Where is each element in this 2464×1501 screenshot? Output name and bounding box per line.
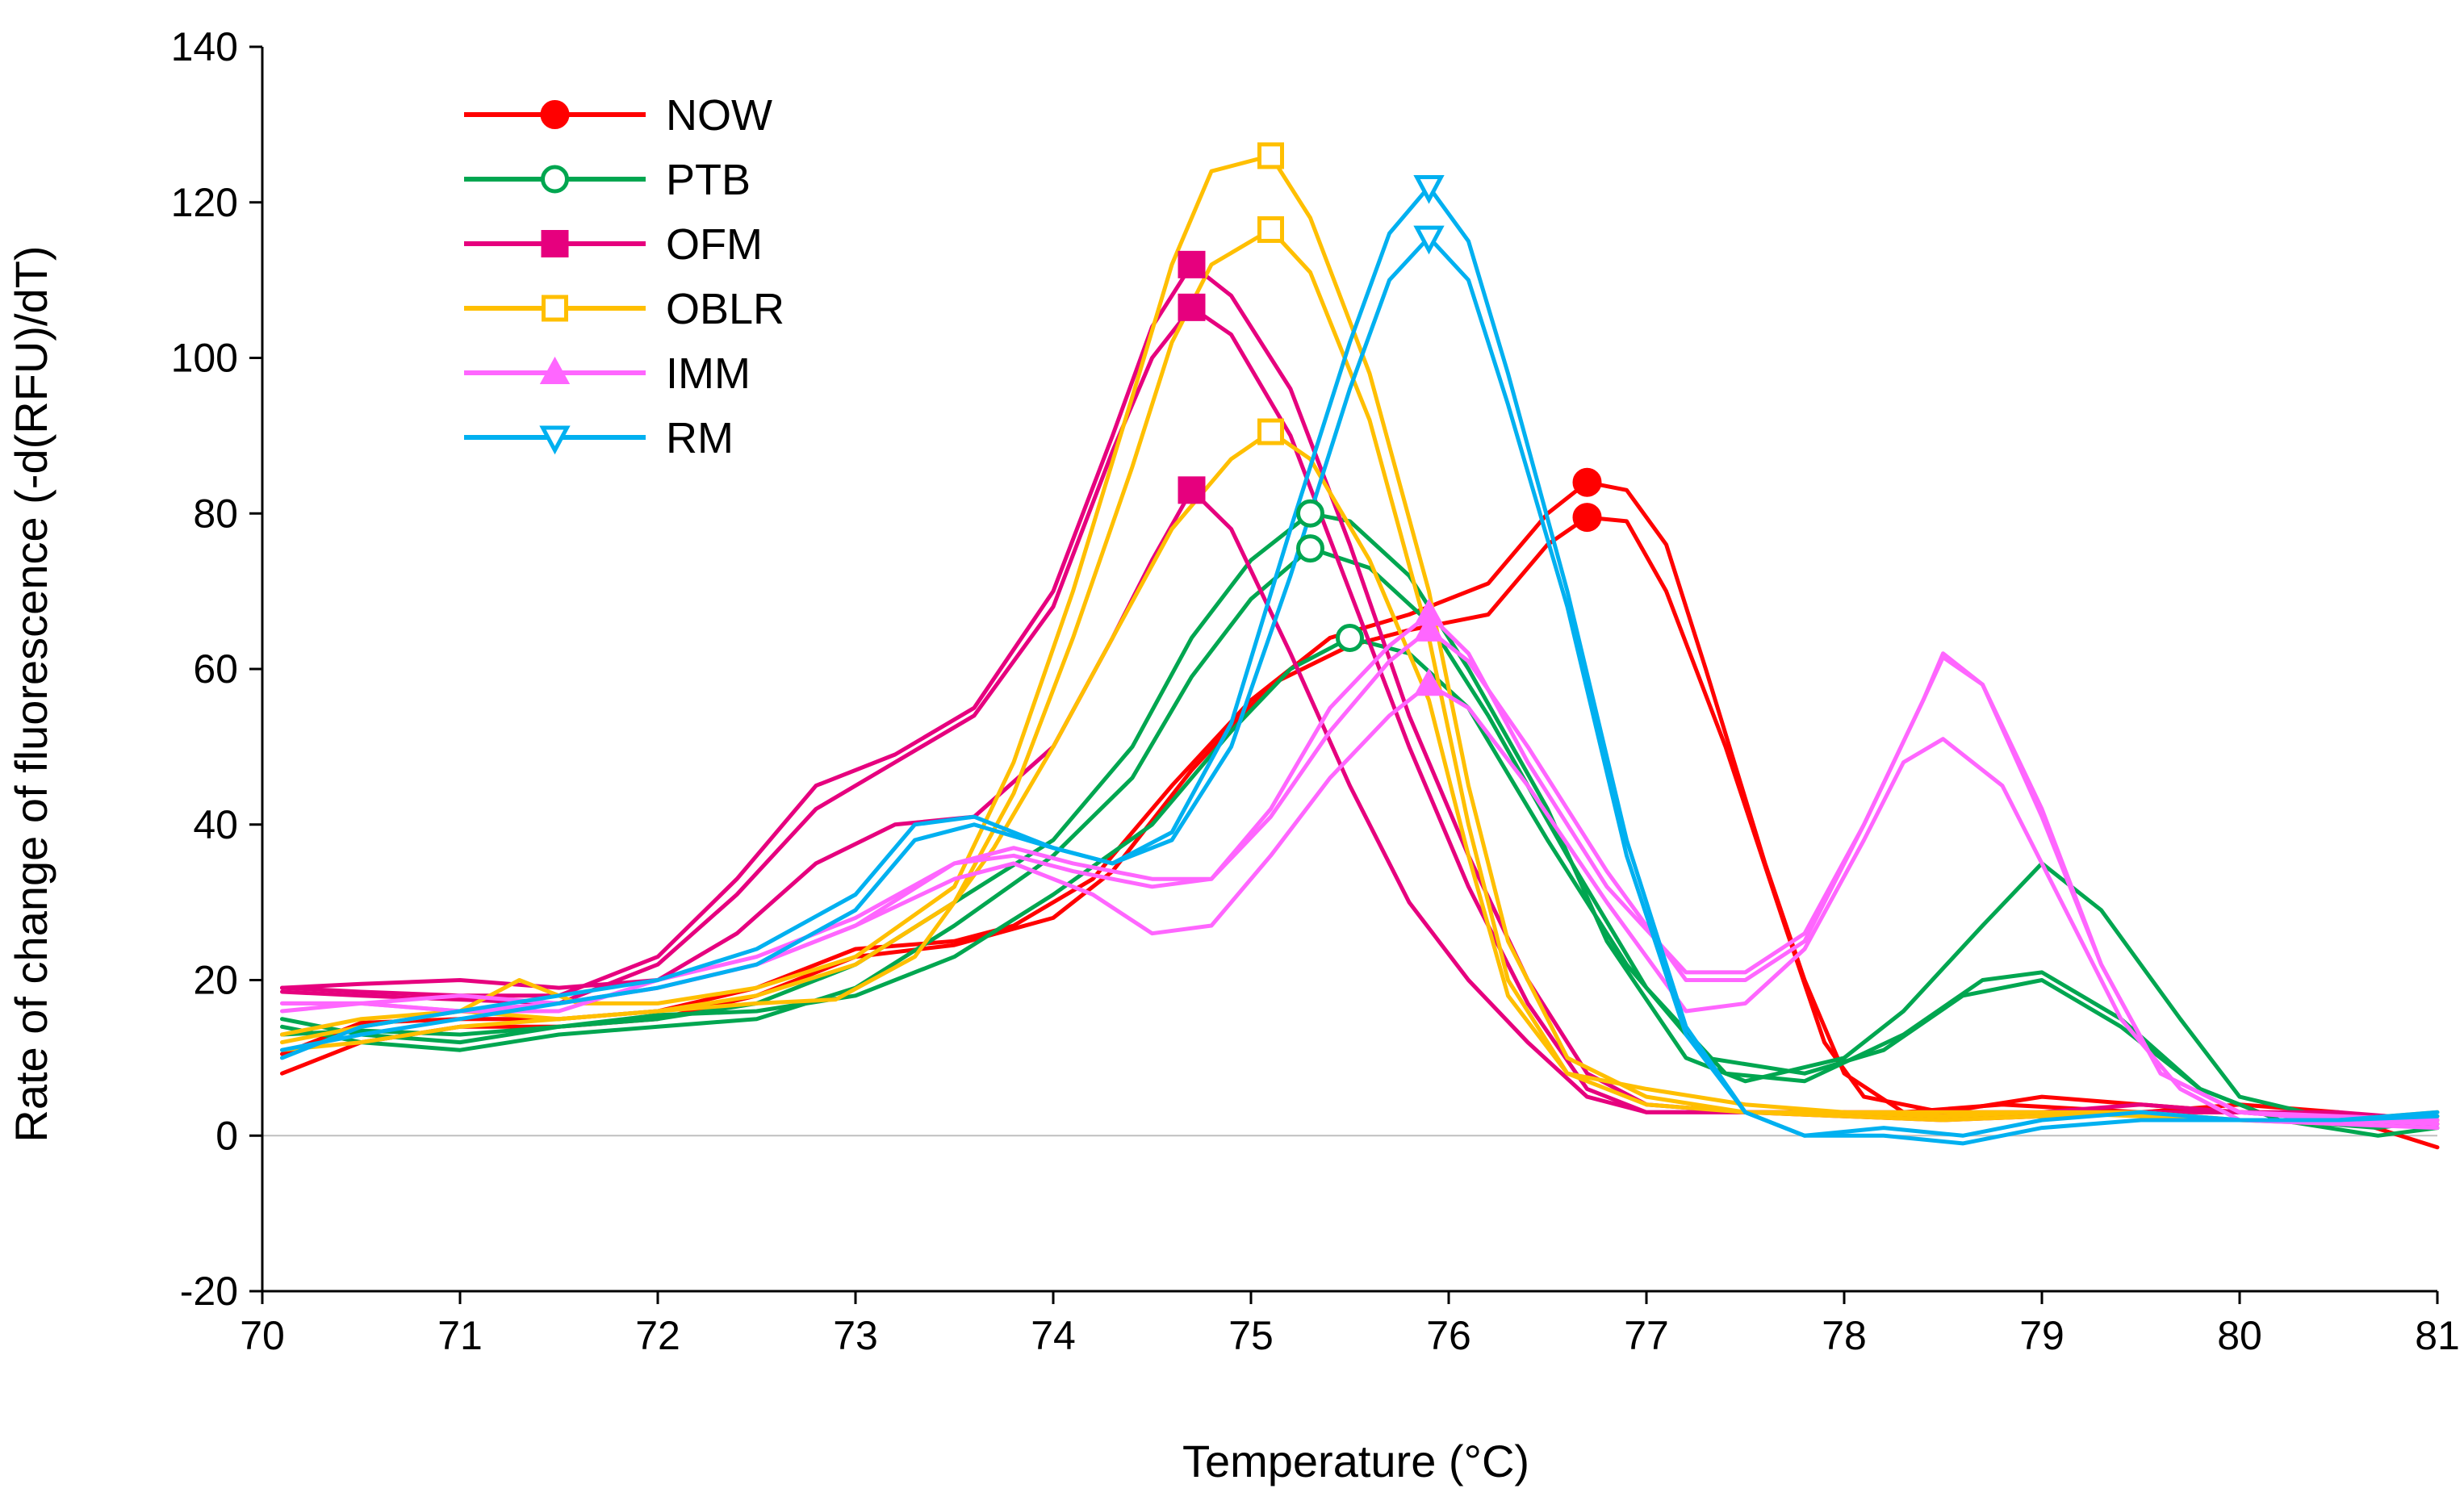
y-tick-label: -20 <box>180 1269 238 1314</box>
series-imm-line-2 <box>280 682 2440 1131</box>
series-ofm-peak-marker-1 <box>1178 250 1206 278</box>
series-rm-peak-marker-1 <box>1413 174 1445 204</box>
legend-marker-now <box>540 100 570 129</box>
x-tick-label: 81 <box>2415 1313 2460 1358</box>
series-oblr <box>280 153 2440 1127</box>
series-ofm-peak-marker-3 <box>1178 476 1206 504</box>
series-ptb-peak-marker-3 <box>1336 623 1364 652</box>
series-rm <box>280 185 2440 1146</box>
series-ptb-line-1 <box>280 511 2440 1131</box>
legend-marker-imm <box>539 356 571 384</box>
x-tick-label: 70 <box>240 1313 285 1358</box>
x-tick-label: 73 <box>833 1313 878 1358</box>
series-now-line-2 <box>280 515 2440 1150</box>
series-layer <box>280 142 2440 1150</box>
y-tick-label: 100 <box>171 336 238 381</box>
series-rm-peak-marker-2 <box>1413 225 1445 255</box>
peak-markers <box>1178 142 1602 696</box>
axes: -20 0 20 40 60 80 100 120 140 70 71 72 73 74 75 76 77 78 7… <box>171 24 2460 1358</box>
x-tick-label: 71 <box>437 1313 483 1358</box>
x-tick-label: 76 <box>1426 1313 1471 1358</box>
y-tick-label: 120 <box>171 180 238 225</box>
legend-label-oblr: OBLR <box>666 285 784 333</box>
legend-marker-rm <box>539 425 571 455</box>
series-now-peak-marker-2 <box>1572 503 1602 533</box>
x-axis-title: Temperature (°C) <box>1182 1436 1529 1486</box>
series-ptb-peak-marker-1 <box>1296 499 1324 528</box>
x-tick-label: 78 <box>1822 1313 1867 1358</box>
series-now <box>280 480 2440 1150</box>
series-ptb-line-2 <box>280 546 2440 1138</box>
legend-label-rm: RM <box>666 414 734 462</box>
legend-label-ofm: OFM <box>666 220 763 269</box>
legend: NOW PTB OFM OBLR IMM RM <box>464 91 784 462</box>
y-tick-label: 60 <box>193 646 238 692</box>
series-rm-line-1 <box>280 185 2440 1138</box>
legend-item-oblr: OBLR <box>464 285 784 333</box>
legend-item-imm: IMM <box>464 349 751 398</box>
x-tick-label: 77 <box>1624 1313 1669 1358</box>
series-now-peak-marker-1 <box>1572 467 1602 497</box>
x-tick-label: 74 <box>1031 1313 1076 1358</box>
y-tick-label: 40 <box>193 802 238 847</box>
series-imm <box>280 613 2440 1131</box>
legend-label-imm: IMM <box>666 349 751 398</box>
x-tick-label: 75 <box>1228 1313 1274 1358</box>
legend-marker-oblr <box>542 295 568 322</box>
series-ofm-line-3 <box>280 487 2440 1123</box>
legend-item-rm: RM <box>464 414 734 462</box>
legend-item-ptb: PTB <box>464 156 751 204</box>
series-oblr-line-3 <box>280 429 2440 1123</box>
y-tick-label: 20 <box>193 958 238 1003</box>
y-tick-label: 80 <box>193 491 238 536</box>
legend-item-now: NOW <box>464 91 772 140</box>
series-imm-peak-marker-2 <box>1413 668 1445 696</box>
legend-item-ofm: OFM <box>464 220 763 269</box>
legend-label-ptb: PTB <box>666 156 751 204</box>
series-ptb-peak-marker-2 <box>1296 534 1324 563</box>
legend-marker-ofm <box>541 230 569 257</box>
series-oblr-peak-marker-3 <box>1257 418 1284 445</box>
series-ptb-line-3 <box>280 635 2440 1131</box>
y-axis-title: Rate of change of fluorescence (-d(RFU)/… <box>6 245 56 1142</box>
series-rm-line-2 <box>280 235 2440 1146</box>
series-oblr-line-2 <box>280 228 2440 1127</box>
y-tick-label: 0 <box>215 1113 238 1158</box>
series-ptb <box>280 511 2440 1138</box>
series-ofm-peak-marker-2 <box>1178 293 1206 321</box>
legend-marker-ptb <box>541 165 569 194</box>
series-oblr-peak-marker-1 <box>1257 142 1284 169</box>
series-imm-line-1 <box>280 613 2440 1127</box>
series-oblr-line-1 <box>280 153 2440 1123</box>
y-tick-label: 140 <box>171 24 238 69</box>
series-oblr-peak-marker-2 <box>1257 215 1284 243</box>
series-imm-peak-marker-3 <box>1413 613 1445 642</box>
series-imm-line-3 <box>280 628 2440 1123</box>
x-tick-label: 80 <box>2217 1313 2262 1358</box>
x-tick-label: 72 <box>635 1313 680 1358</box>
x-tick-label: 79 <box>2019 1313 2064 1358</box>
legend-label-now: NOW <box>666 91 772 140</box>
